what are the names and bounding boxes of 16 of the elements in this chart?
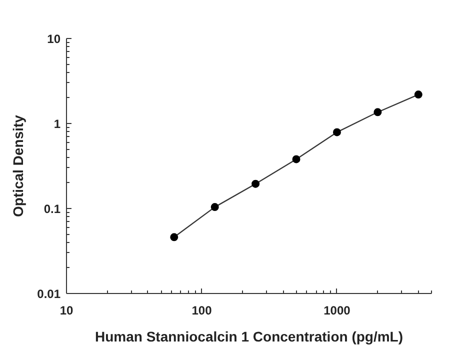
y-tick-label: 10 [47, 32, 61, 46]
point [170, 233, 178, 242]
x-tick-label: 10 [60, 304, 74, 318]
y-axis-title: Optical Density [10, 114, 26, 217]
point [374, 108, 382, 116]
point [332, 128, 341, 136]
y-tick-label: 0.01 [37, 287, 61, 301]
x-tick-label: 100 [192, 304, 212, 318]
y-tick-label: 0.1 [44, 202, 61, 216]
x-tick-label: 1000 [324, 304, 351, 318]
point [210, 203, 219, 212]
point [414, 90, 422, 99]
x-axis-title: Human Stanniocalcin 1 Concentration (pg/mL) [94, 328, 404, 344]
y-tick-label: 1 [54, 117, 61, 131]
point [252, 180, 260, 188]
point [292, 155, 300, 164]
